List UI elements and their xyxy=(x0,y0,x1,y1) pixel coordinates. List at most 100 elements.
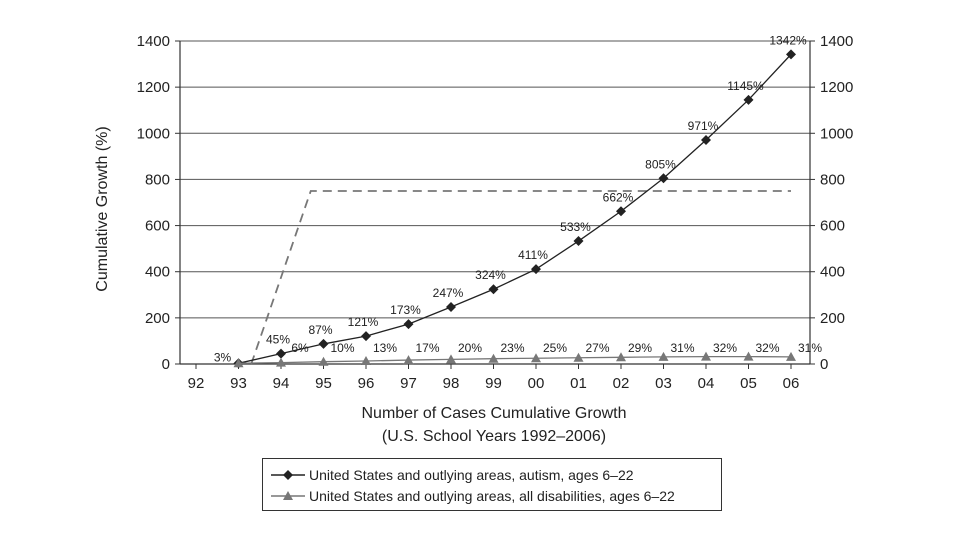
legend-label-all-disabilities: United States and outlying areas, all di… xyxy=(309,488,675,504)
y-tick-label-left: 600 xyxy=(145,218,170,235)
all-disabilities-data-label: 10% xyxy=(330,341,354,355)
all-disabilities-data-label: 32% xyxy=(755,341,779,355)
x-tick-label: 06 xyxy=(783,375,800,392)
all-disabilities-data-point xyxy=(488,353,499,363)
y-tick-label-right: 400 xyxy=(820,264,845,281)
triangle-marker-icon xyxy=(271,491,305,500)
x-tick-label: 04 xyxy=(698,375,715,392)
x-axis-subtitle: (U.S. School Years 1992–2006) xyxy=(382,428,606,445)
autism-data-point xyxy=(531,264,541,275)
autism-data-label: 662% xyxy=(603,190,634,204)
x-axis-title: Number of Cases Cumulative Growth xyxy=(362,405,627,422)
autism-data-point xyxy=(446,302,456,313)
y-tick-label-right: 200 xyxy=(820,310,845,327)
all-disabilities-data-point xyxy=(658,351,669,361)
all-disabilities-data-point xyxy=(573,352,584,362)
all-disabilities-data-label: 23% xyxy=(500,341,524,355)
x-tick-label: 02 xyxy=(613,375,630,392)
all-disabilities-series-line xyxy=(238,355,792,364)
y-tick-label-left: 0 xyxy=(162,356,170,373)
grid-lines xyxy=(180,40,810,319)
x-tick-label: 00 xyxy=(528,375,545,392)
all-disabilities-data-label: 13% xyxy=(373,341,397,355)
autism-data-label: 45% xyxy=(266,333,290,347)
legend-item-all-disabilities: United States and outlying areas, all di… xyxy=(271,486,675,506)
autism-data-point xyxy=(573,236,584,247)
autism-data-label: 3% xyxy=(214,350,232,364)
y-tick-label-right: 1400 xyxy=(820,33,853,50)
x-tick-label: 94 xyxy=(273,375,290,392)
all-disabilities-data-point xyxy=(531,353,541,363)
y-tick-label-left: 400 xyxy=(145,264,170,281)
data-labels: 3% 45% 87% 121% 173% 247% 324% 411% 533% 662% 805%… xyxy=(214,33,823,364)
all-disabilities-data-point xyxy=(276,357,286,367)
all-disabilities-data-label: 29% xyxy=(628,341,652,355)
diamond-marker-icon xyxy=(271,470,305,480)
all-disabilities-data-label: 17% xyxy=(415,341,439,355)
all-disabilities-data-label: 20% xyxy=(458,341,482,355)
y-tick-label-right: 800 xyxy=(820,171,845,188)
y-tick-label-right: 1000 xyxy=(820,125,853,142)
all-disabilities-data-label: 31% xyxy=(670,341,694,355)
autism-data-point xyxy=(403,319,414,330)
y-tick-label-left: 800 xyxy=(145,171,170,188)
all-disabilities-data-label: 32% xyxy=(713,341,737,355)
all-disabilities-data-point xyxy=(361,356,371,366)
legend-label-autism: United States and outlying areas, autism… xyxy=(309,467,634,483)
autism-data-point xyxy=(488,284,499,295)
autism-data-label: 971% xyxy=(688,119,719,133)
y-tick-label-left: 1200 xyxy=(137,79,170,96)
all-disabilities-data-point xyxy=(403,355,414,365)
y-tick-label-right: 1200 xyxy=(820,79,853,96)
autism-data-point xyxy=(658,173,669,184)
legend: United States and outlying areas, autism… xyxy=(262,458,722,511)
x-tick-label: 95 xyxy=(315,375,332,392)
autism-data-point xyxy=(743,94,754,105)
x-tick-label: 98 xyxy=(443,375,460,392)
all-disabilities-data-point xyxy=(318,356,329,366)
autism-data-label: 533% xyxy=(560,220,591,234)
x-tick-label: 99 xyxy=(485,375,502,392)
all-disabilities-data-point xyxy=(701,351,711,361)
x-tick-label: 01 xyxy=(570,375,587,392)
y-axis-title: Cumulative Growth (%) xyxy=(94,126,111,291)
all-disabilities-data-point xyxy=(743,351,754,361)
y-tick-label-right: 600 xyxy=(820,218,845,235)
y-tick-label-left: 1000 xyxy=(137,125,170,142)
dashed-reference-line xyxy=(250,190,791,365)
autism-series-line xyxy=(238,53,792,364)
autism-data-point xyxy=(276,348,286,359)
autism-data-point xyxy=(786,49,796,60)
y-tick-label-left: 1400 xyxy=(137,33,170,50)
autism-data-label: 805% xyxy=(645,157,676,171)
autism-data-label: 173% xyxy=(390,303,421,317)
autism-data-label: 1342% xyxy=(769,33,807,47)
x-tick-label: 92 xyxy=(188,375,205,392)
all-disabilities-data-point xyxy=(233,358,244,368)
legend-item-autism: United States and outlying areas, autism… xyxy=(271,465,634,485)
autism-data-point xyxy=(616,206,626,217)
all-disabilities-data-label: 31% xyxy=(798,341,822,355)
x-tick-label: 93 xyxy=(230,375,247,392)
autism-data-label: 247% xyxy=(433,286,464,300)
x-tick-label: 05 xyxy=(740,375,757,392)
series-lines xyxy=(233,49,796,369)
autism-data-label: 121% xyxy=(348,315,379,329)
autism-data-point xyxy=(361,331,371,342)
all-disabilities-data-point xyxy=(786,351,796,361)
autism-data-label: 1145% xyxy=(727,79,764,93)
all-disabilities-data-point xyxy=(446,354,456,364)
autism-data-label: 87% xyxy=(308,323,332,337)
x-tick-label: 03 xyxy=(655,375,672,392)
autism-data-label: 324% xyxy=(475,268,506,282)
y-tick-label-left: 200 xyxy=(145,310,170,327)
autism-data-label: 411% xyxy=(518,248,548,262)
y-tick-label-right: 0 xyxy=(820,356,828,373)
x-tick-label: 96 xyxy=(358,375,375,392)
all-disabilities-data-label: 6% xyxy=(291,341,309,355)
dashed-reference-path xyxy=(250,190,791,365)
x-tick-label: 97 xyxy=(400,375,417,392)
all-disabilities-data-label: 27% xyxy=(585,341,609,355)
